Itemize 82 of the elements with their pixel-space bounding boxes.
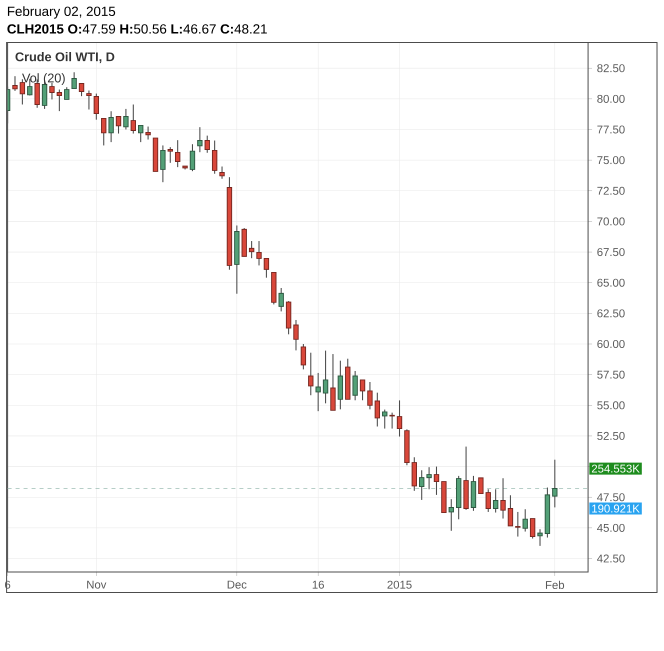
candlestick [508,494,514,526]
candlestick [552,458,558,508]
candlestick [160,144,166,183]
x-tick-label: Feb [546,580,564,589]
candlestick [190,143,196,172]
candlestick [434,466,440,496]
y-tick-label: 75.00 [597,156,625,164]
candlestick [116,116,122,134]
candlestick [478,477,484,494]
x-tick-label: 16 [312,580,324,588]
candlestick [293,319,299,351]
y-tick-label: 45.00 [597,524,625,532]
candlestick [486,488,491,512]
candlestick [174,139,180,168]
candlestick [352,370,358,401]
y-tick-label: 42.50 [597,554,625,562]
candlestick [530,518,536,539]
y-tick-label: 60.00 [597,340,625,348]
candlestick [71,72,77,89]
candlestick [130,104,136,134]
candlestick [78,82,84,96]
chart-subtitle: CLH2015 O:47.59 H:50.56 L:46.67 C:48.21 [7,24,267,34]
y-tick-label: 55.00 [597,401,625,410]
candlestick [360,379,366,401]
chart-title: February 02, 2015 [8,6,116,18]
candlestick [300,343,306,370]
candlestick [426,466,432,490]
candlestick [12,75,18,92]
text: 254.553K [592,464,640,472]
candlestick [256,240,262,266]
y-tick-label: 62.50 [597,309,625,318]
candlestick [138,124,144,142]
x-tick-label: Dec [228,580,247,588]
candlestick [330,353,336,411]
candlestick [419,470,424,500]
candlestick [500,477,506,519]
y-tick-label: 82.50 [597,64,625,72]
candlestick [367,381,373,410]
y-tick-label: 72.50 [597,186,625,195]
y-tick-label: 67.50 [597,248,625,256]
candlestick [108,110,114,142]
candlestick [315,372,321,412]
candlestick [338,360,344,410]
candlestick [101,118,106,146]
y-tick-label: 57.50 [597,370,625,378]
y-tick-label: 70.00 [597,217,625,226]
candlestick [264,258,270,278]
candlestick [145,126,151,140]
candlestick [322,350,328,404]
candlestick [515,511,521,537]
candlestick [56,88,62,112]
candlestick [374,392,380,427]
candlestick [204,134,210,154]
y-tick-label: 52.50 [597,432,625,440]
candlestick [86,90,92,110]
candlestick [219,166,225,180]
candlestick [278,287,284,312]
x-tick-label: 2015 [387,580,412,588]
y-tick-label: 77.50 [597,125,625,134]
annotation: Crude Oil WTI, D [16,52,114,63]
text: 190.921K [592,504,640,512]
x-tick-label: Nov [87,580,106,588]
y-tick-label: 47.50 [597,493,625,502]
candlestick [123,108,129,130]
candlestick [168,146,173,164]
candlestick [492,488,498,513]
candlestick [212,140,218,174]
candlestick [248,240,254,259]
candlestick [537,528,543,546]
candlestick [64,86,70,100]
candlestick [389,412,395,429]
candlestick [396,400,402,437]
y-tick-label: 80.00 [597,94,625,103]
candlestick [308,352,314,396]
candlestick [412,456,417,492]
candlestick [522,508,528,532]
candlestick [382,408,388,429]
annotation: Vol (20) [22,72,65,85]
candlestick [94,92,100,120]
candlestick [197,126,203,153]
y-tick-label: 65.00 [597,278,625,287]
candlestick [448,498,454,532]
